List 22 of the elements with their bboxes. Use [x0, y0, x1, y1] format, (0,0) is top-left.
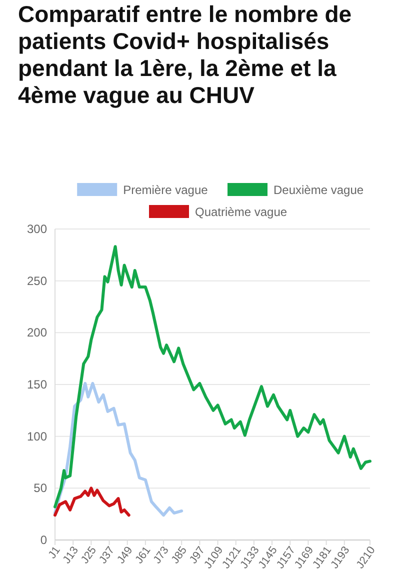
line-series — [54, 245, 372, 508]
x-tick-label: J25 — [79, 544, 100, 566]
y-tick-label: 150 — [26, 378, 48, 392]
y-tick-label: 250 — [26, 274, 48, 288]
y-tick-label: 50 — [34, 481, 48, 496]
line-series — [54, 382, 184, 517]
x-tick-label: J61 — [133, 544, 154, 566]
x-tick-label: J73 — [151, 544, 172, 566]
x-tick-label: J1 — [46, 544, 63, 561]
line-series — [54, 486, 130, 517]
y-tick-label: 200 — [26, 326, 48, 340]
legend-label: Quatrième vague — [195, 205, 288, 219]
legend-label: Première vague — [123, 183, 208, 197]
x-tick-label: J85 — [169, 544, 190, 566]
y-tick-label: 300 — [26, 222, 48, 236]
legend-label: Deuxième vague — [274, 183, 364, 197]
x-tick-label: J49 — [115, 544, 136, 566]
chart-title: Comparatif entre le nombre de patients Covid+ hospitalisés pendant la 1ère, la 2ème et la 4ème vague au CHUV — [18, 1, 352, 108]
x-tick-label: J37 — [97, 544, 118, 566]
x-tick-label: J13 — [60, 544, 81, 566]
y-tick-label: 0 — [40, 533, 48, 547]
y-tick-label: 100 — [26, 429, 48, 444]
